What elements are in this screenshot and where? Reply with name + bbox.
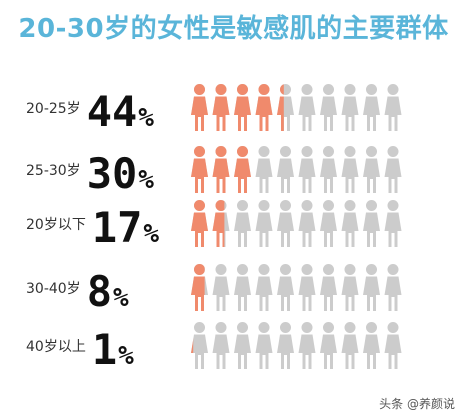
person-icon xyxy=(298,200,316,247)
percent-sign: % xyxy=(118,341,134,371)
person-icon xyxy=(363,146,380,193)
percent-value: 44 xyxy=(87,87,138,136)
person-icon xyxy=(234,200,251,247)
person-icon xyxy=(212,200,230,247)
person-icon xyxy=(277,84,294,131)
person-icon xyxy=(277,146,294,193)
person-icon xyxy=(212,322,230,369)
person-icon xyxy=(341,322,359,369)
person-icon xyxy=(255,200,273,247)
person-icon xyxy=(320,200,337,247)
person-icon xyxy=(298,146,316,193)
person-icon xyxy=(212,84,230,131)
person-icon xyxy=(277,200,294,247)
person-icon xyxy=(384,146,402,193)
person-icon xyxy=(255,322,273,369)
person-icon xyxy=(320,84,337,131)
percent-value: 8 xyxy=(87,267,112,316)
person-icon xyxy=(363,264,380,311)
percent-sign: % xyxy=(113,283,129,313)
person-icon xyxy=(212,264,230,311)
percent-sign: % xyxy=(138,103,154,133)
person-icon xyxy=(298,322,316,369)
percent-value: 30 xyxy=(87,149,138,198)
person-icon xyxy=(384,322,402,369)
person-icon xyxy=(384,264,402,311)
watermark: 头条 @养颜说 xyxy=(379,397,455,411)
person-icon xyxy=(191,84,208,131)
person-icon xyxy=(277,264,294,311)
category-label: 20-25岁 xyxy=(26,101,81,117)
category-label: 20岁以下 xyxy=(26,217,86,233)
percent-sign: % xyxy=(138,165,154,195)
person-icon xyxy=(255,84,273,131)
person-icon xyxy=(255,264,273,311)
person-icon xyxy=(363,84,380,131)
category-label: 30-40岁 xyxy=(26,281,81,297)
person-icon xyxy=(363,322,380,369)
person-icon xyxy=(384,200,402,247)
person-icon xyxy=(341,84,359,131)
person-icon xyxy=(234,264,251,311)
person-icon xyxy=(298,84,316,131)
percent-sign: % xyxy=(143,219,159,249)
person-icon xyxy=(234,84,251,131)
person-icon xyxy=(320,322,337,369)
person-icon xyxy=(320,146,337,193)
person-icon xyxy=(341,264,359,311)
person-icon xyxy=(191,200,208,247)
person-icon xyxy=(255,146,273,193)
percent-value: 1 xyxy=(92,325,117,374)
percent-value: 17 xyxy=(92,203,143,252)
person-icon xyxy=(341,146,359,193)
person-icon xyxy=(320,264,337,311)
person-icon xyxy=(234,322,251,369)
person-icon xyxy=(212,146,230,193)
person-icon xyxy=(191,264,208,311)
person-icon xyxy=(341,200,359,247)
chart-title: 20-30岁的女性是敏感肌的主要群体 xyxy=(18,14,449,44)
person-icon xyxy=(191,322,208,369)
person-icon xyxy=(298,264,316,311)
person-icon xyxy=(363,200,380,247)
person-icon xyxy=(277,322,294,369)
person-icon xyxy=(234,146,251,193)
person-icon xyxy=(384,84,402,131)
category-label: 40岁以上 xyxy=(26,339,86,355)
person-icon xyxy=(191,146,208,193)
category-label: 25-30岁 xyxy=(26,163,81,179)
